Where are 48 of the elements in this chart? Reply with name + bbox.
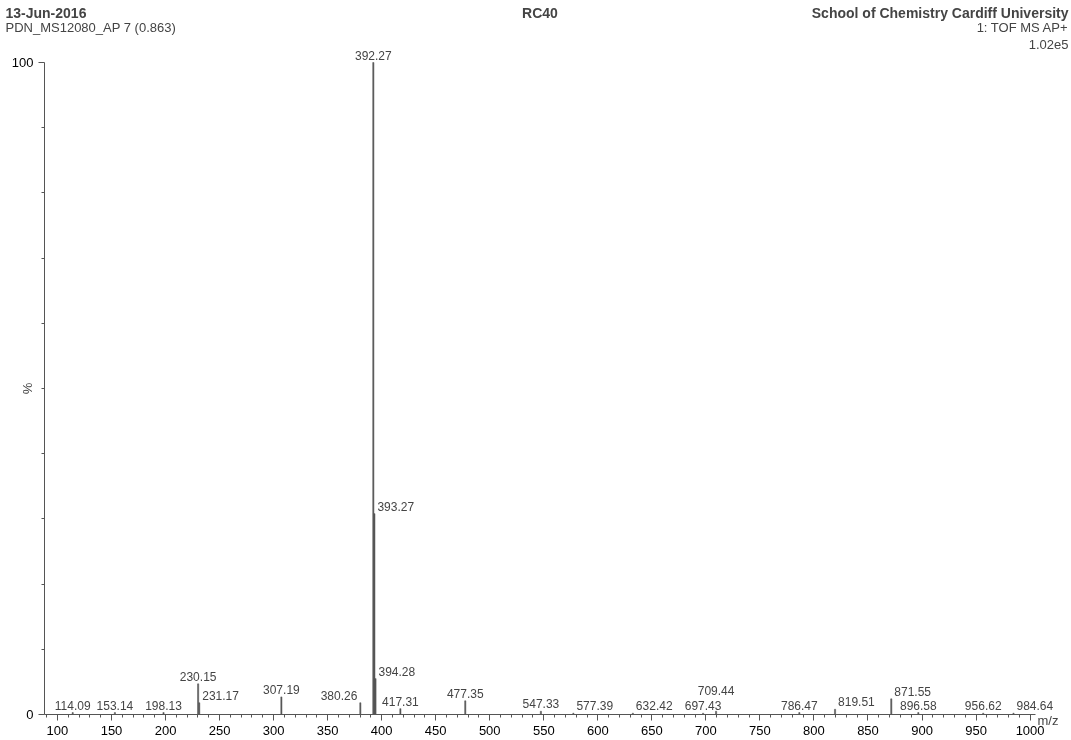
x-tick-label: 200 [154, 722, 177, 738]
annotation: 896.58 [899, 698, 938, 713]
annotation: 153.14 [96, 698, 134, 713]
y-axis-title: % [19, 382, 35, 395]
annotation: 417.31 [382, 694, 420, 709]
annotation: 231.17 [202, 688, 240, 703]
text: 1.02e5 [1028, 36, 1069, 52]
x-tick-label: 250 [208, 722, 231, 738]
annotation: 380.26 [320, 688, 358, 703]
x-tick-label: 150 [100, 722, 123, 738]
x-tick-label: 800 [803, 722, 825, 738]
annotation: 198.13 [145, 698, 183, 713]
x-tick-label: 550 [532, 722, 555, 738]
x-tick-label: 900 [911, 722, 933, 738]
x-tick-label: 350 [316, 722, 339, 738]
annotation: 547.33 [522, 697, 560, 712]
annotation: 114.09 [54, 698, 91, 713]
annotation: 632.42 [635, 699, 673, 714]
text: School of Chemistry Cardiff University [811, 4, 1069, 21]
chart-title: RC40 [522, 4, 559, 21]
annotation: 819.51 [838, 695, 876, 710]
x-tick-label: 600 [586, 722, 609, 738]
annotation: 394.28 [378, 664, 416, 679]
annotation: 786.47 [780, 698, 819, 713]
annotation: 307.19 [263, 682, 301, 697]
text: PDN_MS12080_AP 7 (0.863) [5, 19, 176, 35]
x-tick-label: 400 [370, 722, 393, 738]
annotation: 393.27 [377, 499, 415, 514]
annotation: 477.35 [446, 686, 484, 701]
x-tick-label: 500 [478, 722, 501, 738]
annotation: 577.39 [576, 699, 614, 714]
x-tick-label: 100 [46, 722, 69, 738]
annotation: 984.64 [1016, 699, 1054, 714]
annotation: 956.62 [964, 699, 1002, 714]
x-tick-label: 700 [695, 722, 717, 738]
x-tick-label: 750 [749, 722, 771, 738]
x-tick-label: 450 [424, 722, 447, 738]
text: 13-Jun-2016 [5, 4, 87, 21]
annotation: 392.27 [354, 48, 392, 63]
y-tick-label: 0 [26, 707, 34, 722]
x-tick-label: 300 [262, 722, 285, 738]
x-tick-label: 950 [965, 722, 987, 738]
annotation: 871.55 [894, 684, 932, 699]
x-tick-label: 850 [857, 722, 879, 738]
annotation: 697.43 [684, 699, 722, 714]
annotation: 709.44 [697, 684, 735, 699]
x-tick-label: 650 [641, 722, 663, 738]
annotation: 230.15 [179, 669, 217, 684]
